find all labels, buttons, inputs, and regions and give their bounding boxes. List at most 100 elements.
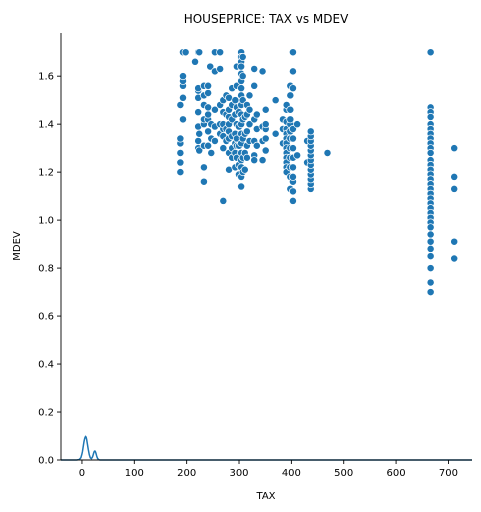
scatter-point [288, 196, 297, 205]
scatter-point [195, 48, 204, 57]
x-tick-label: 200 [177, 468, 196, 479]
x-tick-label: 300 [229, 468, 248, 479]
scatter-point [250, 156, 259, 165]
scatter-point [258, 156, 267, 165]
kde-layer [61, 435, 472, 461]
scatter-point [210, 136, 219, 145]
scatter-point [204, 110, 213, 119]
x-ticks: 0 100 200 300 400 500 600 700 [79, 460, 458, 479]
scatter-point [306, 127, 315, 136]
scatter-point [450, 144, 459, 153]
scatter-point [252, 141, 261, 150]
scatter-point [219, 144, 228, 153]
y-tick-label: 0.4 [38, 360, 54, 371]
scatter-point [323, 148, 332, 157]
scatter-point [206, 62, 215, 71]
scatter-point [426, 230, 435, 239]
y-tick-label: 0.6 [38, 312, 54, 323]
scatter-point [237, 84, 246, 93]
scatter-point [176, 158, 185, 167]
scatter-point [245, 120, 254, 129]
x-tick-label: 400 [282, 468, 301, 479]
plot-area [61, 48, 472, 461]
scatter-point [204, 141, 213, 150]
scatter-point [293, 120, 302, 129]
scatter-point [195, 146, 204, 155]
scatter-point [426, 278, 435, 287]
scatter-point [204, 81, 213, 90]
scatter-point [261, 134, 270, 143]
scatter-point [450, 184, 459, 193]
y-tick-label: 0.2 [38, 408, 54, 419]
scatter-point [450, 254, 459, 263]
scatter-point [195, 129, 204, 138]
scatter-point [288, 134, 297, 143]
scatter-point [237, 182, 246, 191]
scatter-point [204, 89, 213, 97]
scatter-point [426, 223, 435, 232]
scatter-point [286, 115, 295, 124]
scatter-point [199, 177, 208, 186]
scatter-point [238, 53, 247, 61]
scatter-point [194, 136, 203, 145]
scatter-point [261, 120, 270, 129]
scatter-point [288, 163, 297, 172]
scatter-point [426, 113, 435, 121]
scatter-point [207, 148, 216, 157]
scatter-point [426, 148, 435, 157]
x-axis-label: TAX [255, 491, 275, 502]
y-tick-label: 1.2 [38, 168, 54, 179]
y-tick-label: 0.8 [38, 264, 54, 275]
scatter-point [288, 67, 297, 76]
scatter-point [245, 91, 254, 100]
scatter-point [450, 237, 459, 246]
scatter-point [426, 264, 435, 273]
y-tick-label: 1.6 [38, 72, 54, 83]
scatter-point [288, 172, 297, 181]
scatter-point [216, 65, 225, 73]
scatter-point [179, 93, 187, 102]
scatter-point [293, 151, 302, 160]
scatter-point [288, 144, 297, 153]
scatter-point [261, 146, 270, 155]
scatter-point [271, 96, 280, 105]
scatter-point [286, 105, 295, 114]
scatter-point [258, 67, 267, 76]
scatter-point [179, 72, 187, 81]
scatter-point [450, 172, 459, 181]
x-tick-label: 500 [334, 468, 353, 479]
scatter-point [176, 134, 185, 143]
scatter-point [179, 115, 187, 124]
scatter-point [176, 168, 185, 177]
scatter-point [261, 105, 270, 114]
scatter-point [176, 101, 185, 109]
scatter-point [231, 96, 240, 105]
scatter-point [426, 244, 435, 253]
scatter-point [426, 237, 435, 246]
scatter-point [204, 127, 213, 136]
scatter-point [191, 57, 199, 66]
scatter-point [240, 165, 249, 174]
y-ticks: 0.0 0.2 0.4 0.6 0.8 1.0 1.2 1.4 1.6 [38, 72, 61, 467]
scatter-point [271, 129, 280, 138]
scatter-point [219, 196, 228, 205]
scatter-point [245, 105, 254, 114]
scatter-point [237, 62, 246, 71]
scatter-point [250, 81, 259, 90]
scatter-point [181, 48, 190, 57]
y-tick-label: 1.0 [38, 216, 54, 227]
y-tick-label: 1.4 [38, 120, 54, 131]
scatter-point [426, 288, 435, 297]
scatter-point [250, 65, 259, 73]
scatter-point [426, 252, 435, 261]
scatter-point [288, 48, 297, 57]
x-tick-label: 0 [79, 468, 85, 479]
scatter-point [288, 187, 297, 196]
scatter-point [288, 84, 297, 93]
scatter-points [176, 48, 459, 297]
chart-title: HOUSEPRICE: TAX vs MDEV [184, 12, 349, 26]
scatter-point [238, 72, 247, 81]
x-tick-label: 700 [439, 468, 458, 479]
y-axis-label: MDEV [12, 231, 23, 261]
